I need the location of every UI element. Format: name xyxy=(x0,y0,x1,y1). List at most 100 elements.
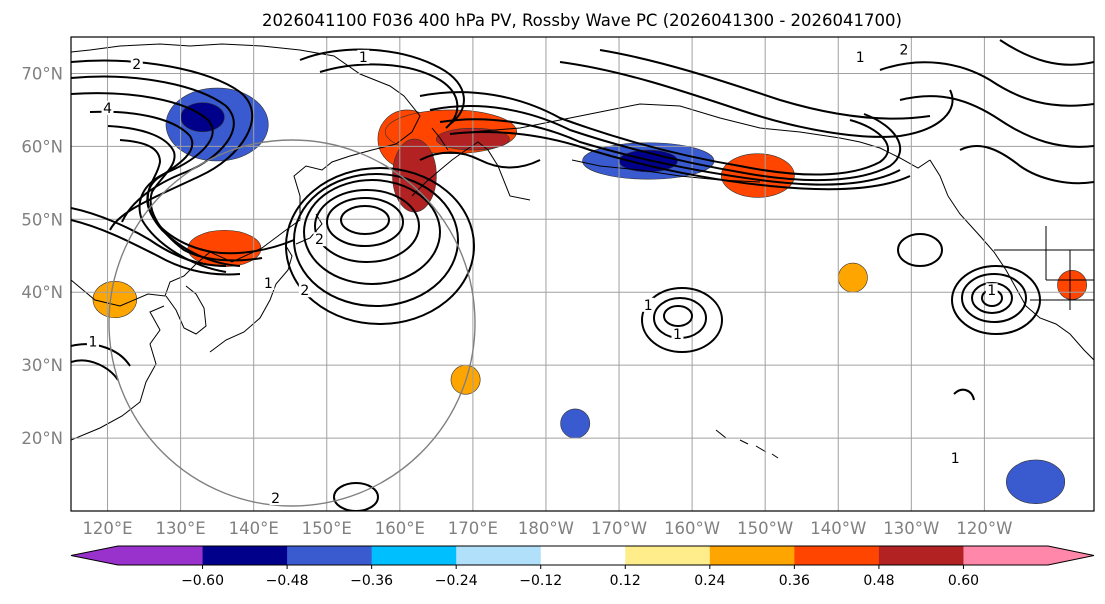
longitude-label: 160°E xyxy=(375,519,425,538)
colorbar-segment xyxy=(878,546,964,565)
contour-line xyxy=(439,118,901,186)
colorbar-tick-label: 0.60 xyxy=(948,573,979,589)
contour-line xyxy=(333,482,379,511)
contour-line xyxy=(71,92,227,273)
coastline-north-america-west xyxy=(947,195,1094,361)
contour-label: 1 xyxy=(359,50,368,66)
latitude-labels: 70°N 60°N 50°N 40°N 30°N 20°N xyxy=(21,64,63,448)
colorbar-segment xyxy=(963,546,1049,565)
colorbar-segment xyxy=(540,546,626,565)
longitude-labels: 120°E 130°E 140°E 150°E 160°E 170°E 180°W 170°W… xyxy=(82,519,1012,538)
contour-line xyxy=(326,197,404,247)
contour-line xyxy=(89,110,241,267)
pv-anomaly-neg4 xyxy=(560,408,591,439)
contour-line xyxy=(879,61,1094,107)
contour-line xyxy=(303,179,441,285)
contour-label-bg xyxy=(949,450,962,465)
longitude-label: 120°E xyxy=(82,519,132,538)
coastline-asia xyxy=(71,43,421,307)
contour-label: 2 xyxy=(300,283,309,299)
contour-label: 1 xyxy=(673,327,682,343)
contour-line xyxy=(559,61,954,138)
longitude-label: 140°W xyxy=(810,519,866,538)
contour-line xyxy=(71,207,227,267)
coastline-korea xyxy=(165,285,207,335)
longitude-label: 180°W xyxy=(518,519,574,538)
contour-label-bg xyxy=(854,49,867,64)
contour-label-bg xyxy=(262,275,275,290)
longitude-label: 160°W xyxy=(664,519,720,538)
latitude-label: 30°N xyxy=(21,356,63,375)
coastline-hawaii xyxy=(715,429,779,459)
colorbar-segment xyxy=(118,546,204,565)
contour-label-bg xyxy=(985,283,998,298)
contour-line xyxy=(599,49,931,120)
contour-label: 1 xyxy=(264,276,273,292)
contour-label-bg xyxy=(357,49,370,64)
pv-anomaly-pos3 xyxy=(92,280,138,319)
contour-label: 4 xyxy=(103,101,112,117)
longitude-label: 130°E xyxy=(156,519,206,538)
contour-label-bg xyxy=(269,491,282,506)
contour-line xyxy=(299,48,465,125)
latitude-label: 20°N xyxy=(21,429,63,448)
contour-line xyxy=(71,59,254,231)
colorbar-segment xyxy=(371,546,457,565)
contour-line xyxy=(953,388,975,401)
contour-label: 1 xyxy=(951,451,960,467)
colorbar-tick-label: −0.36 xyxy=(350,573,393,589)
colorbar-tick-label: 0.24 xyxy=(694,573,725,589)
contour-line xyxy=(429,105,902,182)
colorbar-segment xyxy=(287,546,373,565)
contour-line xyxy=(119,139,295,255)
contour-line xyxy=(961,273,1027,323)
state-borders xyxy=(994,226,1094,310)
contour-line xyxy=(314,189,420,263)
contour-label: 1 xyxy=(88,334,97,350)
colorbar-segment xyxy=(456,546,542,565)
coastline-china-east xyxy=(71,305,165,441)
search-region-circle xyxy=(108,139,476,507)
contour-label: 2 xyxy=(271,491,280,507)
contour-label-bg xyxy=(130,57,143,72)
contour-line xyxy=(641,287,723,353)
contour-line xyxy=(999,39,1094,66)
latitude-label: 70°N xyxy=(21,64,63,83)
contour-label-bg xyxy=(313,232,326,247)
contour-line xyxy=(285,167,475,325)
longitude-label: 150°W xyxy=(737,519,793,538)
contour-line xyxy=(71,219,241,276)
colorbar-tick-label: −0.24 xyxy=(435,573,478,589)
contour-line xyxy=(899,95,1094,148)
contour-label-bg xyxy=(671,326,684,341)
latitude-label: 60°N xyxy=(21,137,63,156)
contour-label: 2 xyxy=(132,57,141,73)
contour-line xyxy=(340,205,390,235)
contour-line xyxy=(107,125,263,262)
longitude-label: 120°W xyxy=(956,519,1012,538)
colorbar-extend-low xyxy=(71,546,118,565)
contour-line xyxy=(319,63,459,129)
pv-anomaly-neg4 xyxy=(1006,459,1066,505)
colorbar: −0.60 −0.48 −0.36 −0.24 −0.12 0.12 0.24 0.36 0.4… xyxy=(70,545,1095,589)
longitude-label: 170°E xyxy=(448,519,498,538)
chart-title: 2026041100 F036 400 hPa PV, Rossby Wave … xyxy=(262,11,902,30)
contour-line xyxy=(971,282,1013,314)
colorbar-tick-label: −0.48 xyxy=(266,573,309,589)
pv-anomaly-pos3 xyxy=(837,262,868,293)
contour-label-bg xyxy=(642,297,655,312)
colorbar-segment xyxy=(794,546,880,565)
colorbar-tick-label: 0.36 xyxy=(779,573,810,589)
colorbar-tick-label: −0.60 xyxy=(181,573,224,589)
colorbar-tick-label: 0.12 xyxy=(610,573,641,589)
contour-line xyxy=(959,145,1094,185)
contour-label: 2 xyxy=(315,232,324,248)
contour-line xyxy=(951,265,1041,335)
colorbar-outline xyxy=(70,545,1095,566)
contour-label: 1 xyxy=(856,50,865,66)
contour-label: 2 xyxy=(900,43,909,59)
pv-anomaly-pos4 xyxy=(1057,270,1087,300)
contour-line xyxy=(897,233,943,267)
colorbar-tick-label: −0.12 xyxy=(519,573,562,589)
